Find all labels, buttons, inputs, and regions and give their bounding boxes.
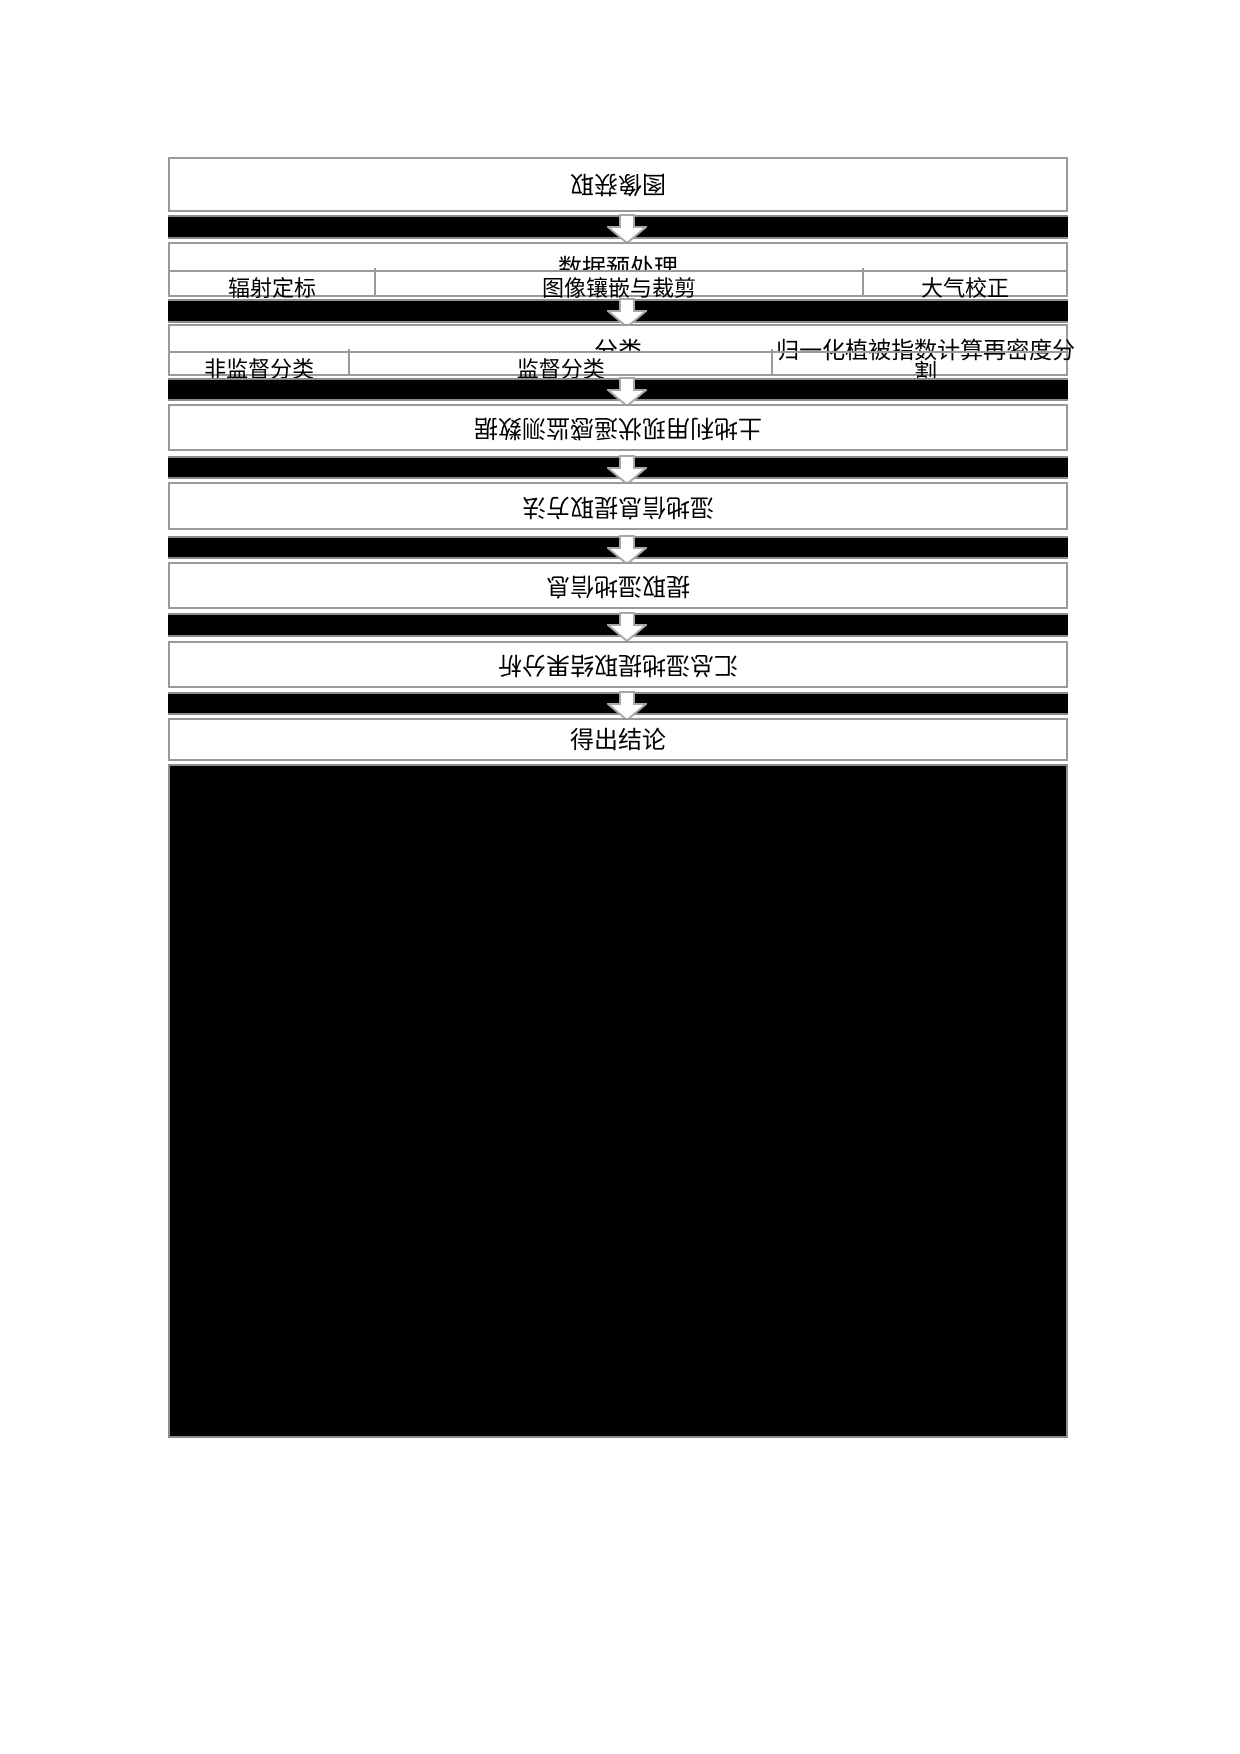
down-arrow-icon bbox=[607, 377, 647, 407]
down-arrow-icon bbox=[607, 214, 647, 244]
down-arrow-icon bbox=[607, 298, 647, 328]
preprocess-title: 数据预处理 bbox=[558, 255, 678, 273]
cell-supervised: 监督分类 bbox=[348, 349, 771, 382]
node-extract-info: 提取湿地信息 bbox=[168, 562, 1068, 609]
node-conclusion: 得出结论 bbox=[168, 718, 1068, 761]
flowchart-table: 图像获取 数据预处理 辐射定标 图像镶嵌与裁剪 大气校正 分类 bbox=[168, 157, 1075, 1438]
cell-atmospheric-correction: 大气校正 bbox=[861, 268, 1066, 301]
row-divider-line bbox=[170, 270, 1066, 272]
node-label: 土地利用现状遥感监测数据 bbox=[474, 414, 762, 441]
classify-title: 分类 bbox=[594, 338, 642, 354]
cell-radiometric-calibration: 辐射定标 bbox=[228, 276, 317, 301]
node-label: 图像获取 bbox=[570, 170, 666, 197]
down-arrow-icon bbox=[607, 455, 647, 485]
node-title-clip: 分类 bbox=[170, 326, 1066, 354]
down-arrow-icon bbox=[607, 691, 647, 721]
node-summary-analysis: 汇总湿地提取结果分析 bbox=[168, 641, 1068, 688]
down-arrow-icon bbox=[607, 612, 647, 642]
cell-mosaic-clip: 图像镶嵌与裁剪 bbox=[374, 268, 862, 301]
node-label: 汇总湿地提取结果分析 bbox=[498, 651, 738, 678]
node-classify: 分类 非监督分类 监督分类 归一化植被指数计算再密度分割 bbox=[168, 324, 1075, 384]
node-preprocess: 数据预处理 辐射定标 图像镶嵌与裁剪 大气校正 bbox=[168, 242, 1068, 301]
classify-subrow: 非监督分类 监督分类 归一化植被指数计算再密度分割 bbox=[170, 339, 1075, 384]
redacted-black-block bbox=[168, 764, 1068, 1438]
node-extraction-method: 湿地信息提取方法 bbox=[168, 482, 1068, 530]
row-divider-line bbox=[170, 351, 1066, 353]
node-label: 得出结论 bbox=[570, 727, 666, 754]
node-label: 提取湿地信息 bbox=[546, 572, 690, 599]
node-label: 湿地信息提取方法 bbox=[522, 493, 714, 520]
node-image-acquisition: 图像获取 bbox=[168, 157, 1068, 212]
preprocess-subrow: 辐射定标 图像镶嵌与裁剪 大气校正 bbox=[170, 268, 1066, 301]
cell-ndvi-density-slice: 归一化植被指数计算再密度分割 bbox=[771, 339, 1075, 384]
cell-unsupervised: 非监督分类 bbox=[204, 357, 315, 382]
node-landuse-data: 土地利用现状遥感监测数据 bbox=[168, 404, 1068, 451]
node-title-clip: 数据预处理 bbox=[170, 244, 1066, 273]
down-arrow-icon bbox=[607, 535, 647, 565]
